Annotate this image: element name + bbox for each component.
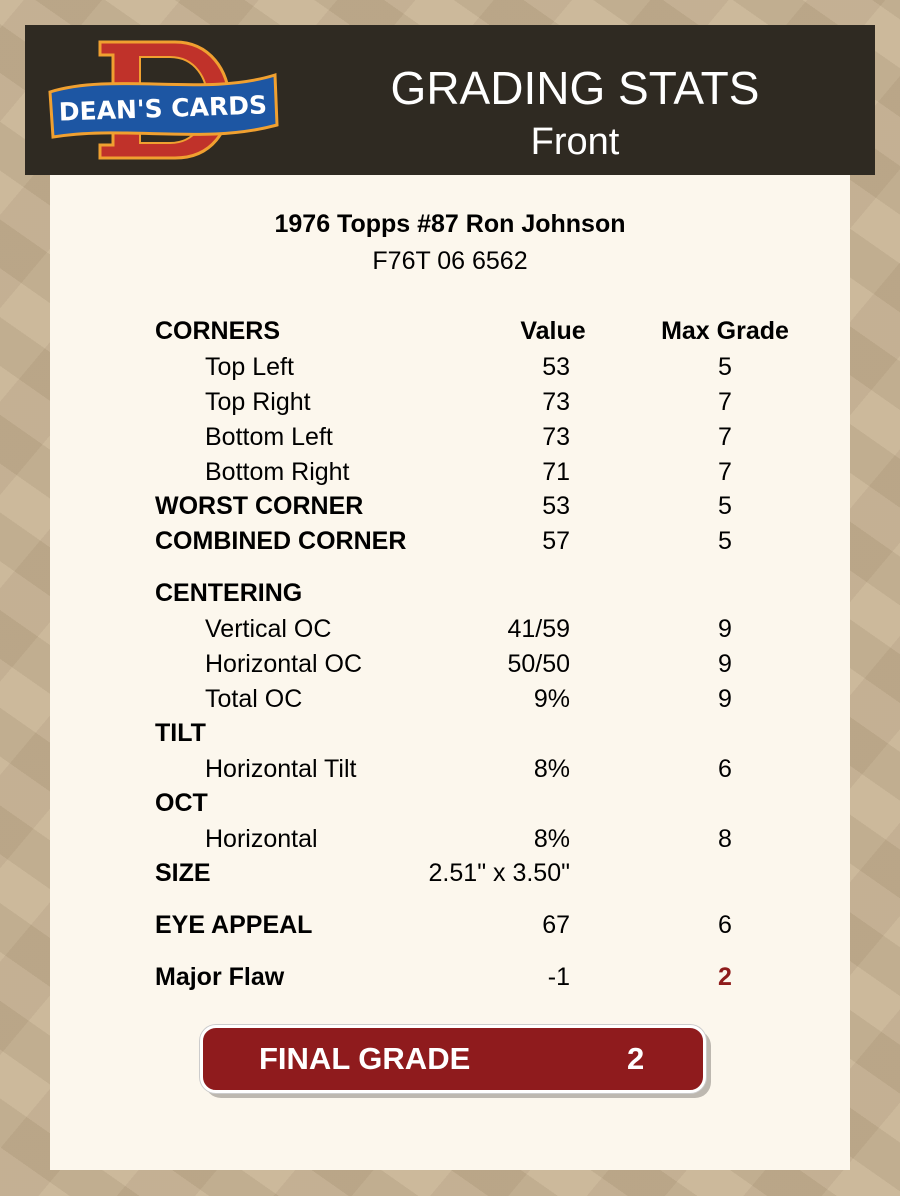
column-header-value: Value	[520, 317, 586, 345]
row-value: 53	[542, 353, 570, 381]
row-value: 53	[542, 492, 570, 520]
final-grade-value: 2	[627, 1041, 645, 1076]
page-subtitle: Front	[530, 121, 620, 163]
row-value: 9%	[533, 685, 570, 713]
row-label: Major Flaw	[155, 963, 285, 991]
cert-number: F76T 06 6562	[372, 247, 528, 275]
row-max-grade: 8	[718, 825, 732, 853]
row-max-grade: 5	[718, 527, 732, 555]
row-value: 73	[542, 423, 570, 451]
row-max-grade: 5	[718, 492, 732, 520]
row-max-grade: 9	[718, 615, 732, 643]
table-row: Bottom Left 73 7	[50, 420, 850, 454]
row-value: -1	[547, 963, 570, 991]
table-row: Top Left 53 5	[50, 350, 850, 384]
row-label: Bottom Right	[205, 458, 350, 486]
page-title: GRADING STATS	[390, 62, 760, 114]
section-corners: CORNERS Value Max Grade	[50, 314, 850, 348]
row-value: 71	[542, 458, 570, 486]
final-grade-badge: FINAL GRADE 2	[200, 1025, 706, 1093]
table-row: EYE APPEAL 67 6	[50, 908, 850, 942]
row-label: TILT	[155, 719, 206, 747]
row-label: WORST CORNER	[155, 492, 364, 520]
row-label: Vertical OC	[205, 615, 332, 643]
row-value: 57	[542, 527, 570, 555]
row-max-grade: 7	[718, 388, 732, 416]
row-max-grade: 7	[718, 423, 732, 451]
row-label: CENTERING	[155, 579, 303, 607]
table-row: Major Flaw -1 2	[50, 960, 850, 994]
card-name: 1976 Topps #87 Ron Johnson	[274, 210, 626, 238]
row-label: COMBINED CORNER	[155, 527, 407, 555]
row-label: Bottom Left	[205, 423, 333, 451]
table-row: Total OC 9% 9	[50, 682, 850, 716]
row-label: Total OC	[205, 685, 303, 713]
row-label: Horizontal	[205, 825, 318, 853]
row-label: Top Right	[205, 388, 311, 416]
column-header-max-grade: Max Grade	[661, 317, 789, 345]
row-value: 2.51" x 3.50"	[428, 859, 570, 887]
row-max-grade: 6	[718, 911, 732, 939]
section-oct: OCT	[50, 786, 850, 820]
row-value: 41/59	[507, 615, 570, 643]
stats-card: 1976 Topps #87 Ron Johnson F76T 06 6562 …	[50, 175, 850, 1170]
row-max-grade: 9	[718, 685, 732, 713]
row-label: OCT	[155, 789, 208, 817]
row-max-grade: 7	[718, 458, 732, 486]
section-tilt: TILT	[50, 716, 850, 750]
row-value: 50/50	[507, 650, 570, 678]
table-row: Vertical OC 41/59 9	[50, 612, 850, 646]
header: DEAN'S CARDS GRADING STATS Front	[25, 25, 875, 175]
final-grade-label: FINAL GRADE	[259, 1041, 471, 1076]
table-row: Bottom Right 71 7	[50, 455, 850, 489]
table-row: COMBINED CORNER 57 5	[50, 524, 850, 558]
table-row: Horizontal OC 50/50 9	[50, 647, 850, 681]
table-row: Horizontal 8% 8	[50, 822, 850, 856]
row-label: EYE APPEAL	[155, 911, 313, 939]
table-row: Top Right 73 7	[50, 385, 850, 419]
row-label: Horizontal OC	[205, 650, 362, 678]
section-centering: CENTERING	[50, 576, 850, 610]
row-max-grade: 5	[718, 353, 732, 381]
row-value: 8%	[533, 755, 570, 783]
row-max-grade: 9	[718, 650, 732, 678]
row-label: Top Left	[205, 353, 294, 381]
row-value: 67	[542, 911, 570, 939]
row-value: 73	[542, 388, 570, 416]
table-row: WORST CORNER 53 5	[50, 489, 850, 523]
table-row: Horizontal Tilt 8% 6	[50, 752, 850, 786]
row-label: CORNERS	[155, 317, 281, 345]
row-max-grade: 6	[718, 755, 732, 783]
row-max-grade: 2	[718, 963, 732, 991]
table-row: SIZE 2.51" x 3.50"	[50, 856, 850, 890]
row-label: Horizontal Tilt	[205, 755, 357, 783]
row-value: 8%	[533, 825, 570, 853]
row-label: SIZE	[155, 859, 211, 887]
deans-cards-logo: DEAN'S CARDS	[48, 40, 279, 160]
